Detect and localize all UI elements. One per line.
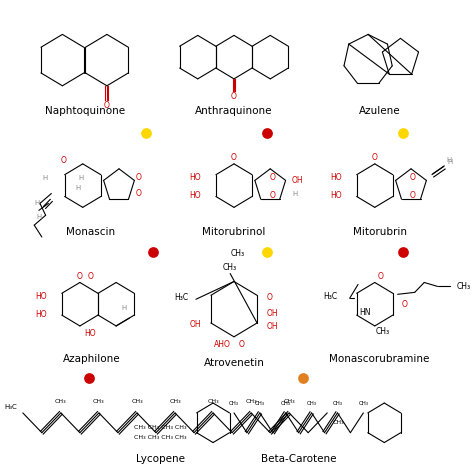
Text: H₃C: H₃C — [323, 292, 337, 301]
Text: CH₃: CH₃ — [333, 420, 345, 425]
Text: O: O — [136, 189, 142, 198]
Text: CH₃: CH₃ — [283, 399, 295, 403]
Text: CH₃: CH₃ — [281, 401, 291, 406]
Text: CH₃ CH₃ CH₃ CH₃: CH₃ CH₃ CH₃ CH₃ — [135, 435, 187, 440]
Point — [400, 129, 407, 137]
Text: HO: HO — [330, 173, 341, 182]
Text: O: O — [378, 272, 384, 281]
Text: O: O — [231, 92, 237, 101]
Text: O: O — [372, 154, 378, 163]
Text: O: O — [77, 272, 83, 281]
Text: H: H — [75, 184, 81, 191]
Text: H: H — [78, 175, 83, 181]
Point — [86, 374, 93, 382]
Text: O: O — [231, 154, 237, 163]
Text: OH: OH — [266, 309, 278, 318]
Text: CH₃: CH₃ — [255, 401, 265, 406]
Text: O: O — [87, 272, 93, 281]
Text: CH₃: CH₃ — [307, 401, 317, 406]
Text: HO: HO — [35, 292, 46, 301]
Text: AHO: AHO — [214, 340, 231, 349]
Text: H: H — [292, 191, 297, 197]
Text: HO: HO — [35, 310, 46, 319]
Text: O: O — [401, 300, 407, 309]
Point — [300, 374, 307, 382]
Text: CH₃: CH₃ — [246, 399, 257, 403]
Text: CH₃: CH₃ — [223, 263, 237, 272]
Text: CH₃: CH₃ — [375, 328, 390, 337]
Text: O: O — [136, 173, 142, 182]
Text: CH₃: CH₃ — [332, 401, 343, 406]
Text: OH: OH — [190, 320, 201, 329]
Text: H₃C: H₃C — [4, 404, 17, 410]
Text: O: O — [410, 191, 416, 200]
Text: OH: OH — [292, 176, 304, 185]
Text: O: O — [61, 156, 67, 165]
Text: HO: HO — [189, 191, 201, 200]
Text: Atrovenetin: Atrovenetin — [203, 358, 264, 368]
Text: OH: OH — [266, 322, 278, 331]
Text: H: H — [42, 175, 47, 181]
Text: Monascin: Monascin — [66, 227, 115, 237]
Point — [264, 129, 271, 137]
Text: CH₃: CH₃ — [229, 401, 239, 406]
Point — [400, 248, 407, 255]
Text: Azulene: Azulene — [359, 107, 401, 117]
Text: CH₃: CH₃ — [93, 399, 105, 403]
Text: O: O — [266, 293, 272, 302]
Point — [149, 248, 157, 255]
Text: Mitorubrinol: Mitorubrinol — [202, 227, 265, 237]
Text: Beta-Carotene: Beta-Carotene — [261, 455, 337, 465]
Text: O: O — [410, 173, 416, 182]
Text: CH₃ CH₃ CH₃ CH₃: CH₃ CH₃ CH₃ CH₃ — [135, 425, 187, 430]
Text: CH₃: CH₃ — [207, 399, 219, 403]
Text: Monascorubramine: Monascorubramine — [329, 354, 430, 364]
Text: O: O — [239, 340, 245, 349]
Text: CH₃: CH₃ — [358, 401, 368, 406]
Text: H: H — [122, 305, 127, 311]
Text: H: H — [36, 214, 42, 220]
Text: CH₃: CH₃ — [456, 282, 471, 291]
Text: Mitorubrin: Mitorubrin — [353, 227, 407, 237]
Text: HO: HO — [84, 329, 96, 338]
Text: CH₃: CH₃ — [231, 249, 245, 258]
Text: HO: HO — [330, 191, 341, 200]
Point — [143, 129, 150, 137]
Text: H: H — [447, 159, 453, 165]
Text: O: O — [269, 191, 275, 200]
Text: Anthraquinone: Anthraquinone — [195, 107, 273, 117]
Point — [264, 248, 271, 255]
Text: Azaphilone: Azaphilone — [63, 354, 120, 364]
Text: CH₃: CH₃ — [131, 399, 143, 403]
Text: CH₃: CH₃ — [169, 399, 181, 403]
Text: H₃C: H₃C — [174, 293, 188, 302]
Text: H: H — [34, 201, 40, 206]
Text: O: O — [269, 173, 275, 182]
Text: Lycopene: Lycopene — [136, 455, 185, 465]
Text: H: H — [446, 157, 451, 163]
Text: HN: HN — [359, 308, 371, 317]
Text: CH₃: CH₃ — [55, 399, 67, 403]
Text: O: O — [104, 101, 110, 110]
Text: Naphtoquinone: Naphtoquinone — [45, 107, 125, 117]
Text: HO: HO — [189, 173, 201, 182]
